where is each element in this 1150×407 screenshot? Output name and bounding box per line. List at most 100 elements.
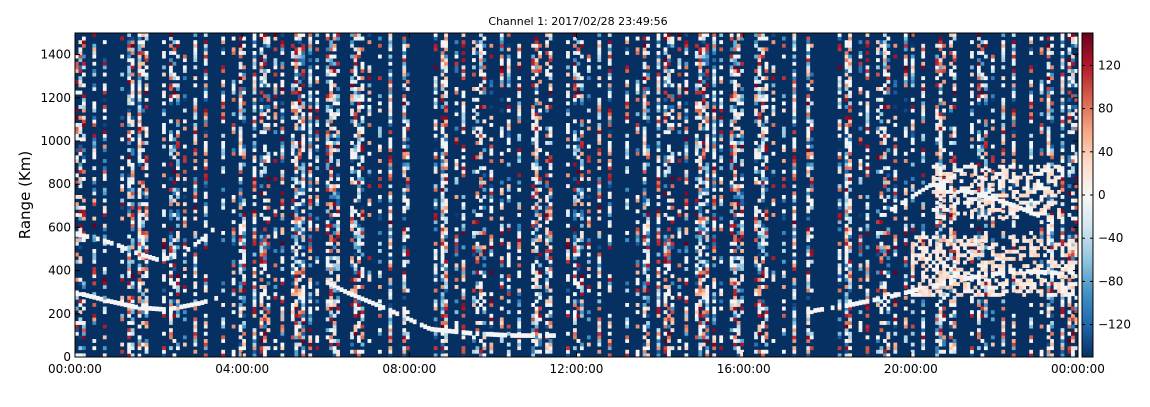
heatmap-cell [137,288,142,293]
heatmap-cell [545,61,549,66]
heatmap-cell [367,105,372,109]
heatmap-cell [489,79,494,84]
heatmap-cell [315,180,320,185]
heatmap-cell [102,223,107,228]
heatmap-cell [736,281,741,286]
heatmap-cell [315,58,320,63]
heatmap-cell [266,220,271,225]
heatmap-cell [440,342,445,347]
heatmap-cell [137,213,142,217]
heatmap-cell [127,263,132,268]
heatmap-cell [162,277,166,282]
heatmap-cell [294,227,299,232]
heatmap-cell [607,61,612,66]
heatmap-cell [238,115,243,120]
heatmap-cell [259,245,264,250]
heatmap-cell [329,267,334,271]
heatmap-cell [670,295,675,300]
heatmap-cell [238,191,243,196]
heatmap-cell [761,274,765,279]
heatmap-cell [736,83,741,88]
heatmap-cell [677,105,682,109]
heatmap-cell [388,303,393,307]
heatmap-cell [475,119,480,124]
heatmap-cell [231,87,236,91]
heatmap-cell [475,51,480,55]
heatmap-cell [607,162,612,167]
heatmap-cell [656,51,661,55]
heatmap-cell [656,223,661,228]
heatmap-cell [388,227,393,232]
heatmap-cell [548,166,553,171]
heatmap-cell [130,213,135,217]
heatmap-cell [506,72,511,77]
heatmap-cell [357,335,361,340]
heatmap-cell [353,241,358,246]
heatmap-cell [534,317,539,322]
heatmap-cell [764,274,769,279]
heatmap-cell [329,115,334,120]
heatmap-cell [733,202,737,207]
heatmap-cell [444,144,448,149]
heatmap-cell [701,40,706,45]
heatmap-cell [792,303,797,307]
heatmap-cell [667,33,671,37]
heatmap-cell [684,295,689,300]
heatmap-cell [573,133,577,138]
heatmap-cell [579,191,584,196]
heatmap-cell [162,144,166,149]
heatmap-cell [517,288,522,293]
heatmap-cell [635,79,640,84]
heatmap-cell [701,295,706,300]
heatmap-cell [294,213,299,217]
heatmap-cell [757,267,762,271]
heatmap-cell [517,346,522,351]
heatmap-cell [141,234,145,239]
heatmap-cell [75,353,79,357]
heatmap-cell [75,155,79,160]
heatmap-cell [367,108,372,113]
heatmap-cell [736,195,741,199]
heatmap-cell [353,209,358,214]
heatmap-cell [597,317,602,322]
heatmap-cell [388,83,393,88]
heatmap-cell [573,335,577,340]
heatmap-cell [388,288,393,293]
heatmap-cell [221,169,226,174]
heatmap-cell [545,133,549,138]
heatmap-cell [764,61,769,66]
heatmap-cell [740,241,744,246]
heatmap-cell [259,169,264,174]
heatmap-cell [440,205,445,210]
heatmap-cell [144,54,149,59]
heatmap-cell [712,263,717,268]
heatmap-cell [586,180,591,185]
heatmap-cell [534,72,539,77]
heatmap-cell [280,65,285,70]
heatmap-cell [792,76,797,81]
heatmap-cell [377,126,382,131]
heatmap-cell [729,184,734,189]
heatmap-cell [625,187,630,192]
heatmap-cell [698,335,703,340]
heatmap-cell [663,349,668,354]
heatmap-cell [350,119,354,124]
heatmap-cell [329,69,334,73]
heatmap-cell [478,151,483,156]
heatmap-cell [336,342,340,347]
heatmap-cell [360,76,365,81]
heatmap-cell [719,130,724,135]
heatmap-cell [705,191,710,196]
heatmap-cell [130,151,135,156]
heatmap-cell [740,101,744,106]
heatmap-cell [315,40,320,45]
heatmap-cell [694,137,699,142]
heatmap-cell [663,231,668,235]
heatmap-cell [332,331,337,336]
heatmap-cell [137,202,142,207]
heatmap-cell [266,123,271,127]
heatmap-cell [182,288,187,293]
heatmap-cell [294,231,299,235]
heatmap-cell [534,137,539,142]
heatmap-cell [169,58,173,63]
